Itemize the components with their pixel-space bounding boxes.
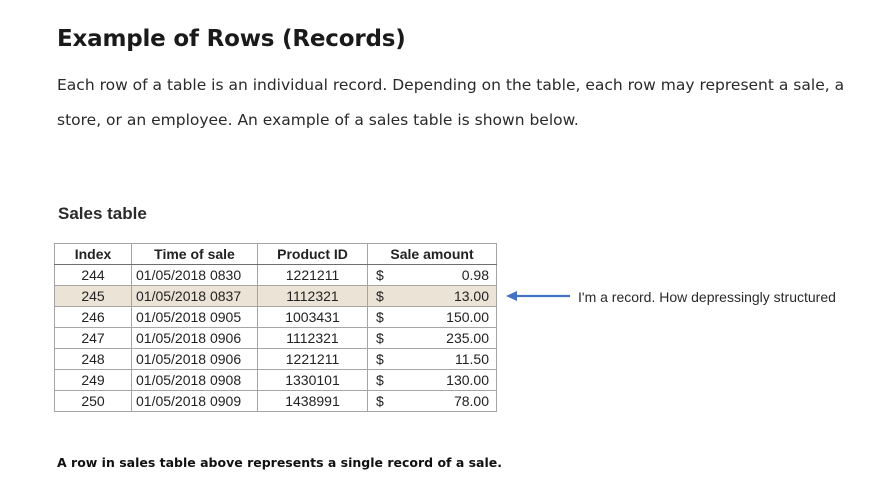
cell-sale-amount: $11.50 bbox=[367, 348, 497, 370]
sale-amount-value: 11.50 bbox=[455, 351, 489, 367]
cell-sale-amount: $0.98 bbox=[367, 264, 497, 286]
currency-symbol: $ bbox=[376, 288, 384, 304]
column-header-time-of-sale: Time of sale bbox=[131, 243, 258, 265]
sale-amount-value: 13.00 bbox=[453, 288, 489, 304]
cell-sale-amount: $13.00 bbox=[367, 285, 497, 307]
cell-index: 247 bbox=[54, 327, 132, 349]
cell-sale-amount: $130.00 bbox=[367, 369, 497, 391]
table-row: 247 01/05/2018 0906 1112321 $235.00 bbox=[54, 327, 497, 349]
table-header-row: Index Time of sale Product ID Sale amoun… bbox=[54, 243, 497, 265]
cell-sale-amount: $150.00 bbox=[367, 306, 497, 328]
column-header-index: Index bbox=[54, 243, 132, 265]
table-row: 246 01/05/2018 0905 1003431 $150.00 bbox=[54, 306, 497, 328]
sales-table-body: 244 01/05/2018 0830 1221211 $0.98 245 01/05/2… bbox=[54, 264, 497, 412]
column-header-sale-amount: Sale amount bbox=[367, 243, 497, 265]
cell-time-of-sale: 01/05/2018 0830 bbox=[131, 264, 258, 286]
table-row: 250 01/05/2018 0909 1438991 $78.00 bbox=[54, 390, 497, 412]
currency-symbol: $ bbox=[376, 351, 384, 367]
cell-product-id: 1221211 bbox=[257, 264, 368, 286]
cell-time-of-sale: 01/05/2018 0909 bbox=[131, 390, 258, 412]
intro-paragraph: Each row of a table is an individual rec… bbox=[57, 76, 845, 129]
cell-product-id: 1112321 bbox=[257, 327, 368, 349]
page-title: Example of Rows (Records) bbox=[57, 26, 406, 52]
cell-time-of-sale: 01/05/2018 0906 bbox=[131, 327, 258, 349]
table-row: 249 01/05/2018 0908 1330101 $130.00 bbox=[54, 369, 497, 391]
cell-index: 246 bbox=[54, 306, 132, 328]
currency-symbol: $ bbox=[376, 393, 384, 409]
sale-amount-value: 235.00 bbox=[446, 330, 489, 346]
arrow-left-icon bbox=[506, 291, 570, 301]
sale-amount-value: 150.00 bbox=[446, 309, 489, 325]
record-annotation: I'm a record. How depressingly structure… bbox=[578, 289, 836, 305]
cell-time-of-sale: 01/05/2018 0906 bbox=[131, 348, 258, 370]
currency-symbol: $ bbox=[376, 330, 384, 346]
cell-index: 244 bbox=[54, 264, 132, 286]
cell-product-id: 1330101 bbox=[257, 369, 368, 391]
table-row: 248 01/05/2018 0906 1221211 $11.50 bbox=[54, 348, 497, 370]
cell-index: 245 bbox=[54, 285, 132, 307]
footnote-caption: A row in sales table above represents a … bbox=[57, 455, 503, 470]
cell-sale-amount: $78.00 bbox=[367, 390, 497, 412]
cell-product-id: 1438991 bbox=[257, 390, 368, 412]
currency-symbol: $ bbox=[376, 309, 384, 325]
sale-amount-value: 78.00 bbox=[453, 393, 489, 409]
cell-product-id: 1112321 bbox=[257, 285, 368, 307]
cell-index: 249 bbox=[54, 369, 132, 391]
table-row: 245 01/05/2018 0837 1112321 $13.00 bbox=[54, 285, 497, 307]
column-header-product-id: Product ID bbox=[257, 243, 368, 265]
sale-amount-value: 130.00 bbox=[446, 372, 489, 388]
sale-amount-value: 0.98 bbox=[461, 267, 489, 283]
cell-product-id: 1003431 bbox=[257, 306, 368, 328]
cell-product-id: 1221211 bbox=[257, 348, 368, 370]
table-caption: Sales table bbox=[58, 204, 147, 223]
cell-index: 248 bbox=[54, 348, 132, 370]
currency-symbol: $ bbox=[376, 372, 384, 388]
cell-time-of-sale: 01/05/2018 0905 bbox=[131, 306, 258, 328]
cell-index: 250 bbox=[54, 390, 132, 412]
sales-table: Index Time of sale Product ID Sale amoun… bbox=[54, 243, 497, 412]
cell-time-of-sale: 01/05/2018 0837 bbox=[131, 285, 258, 307]
currency-symbol: $ bbox=[376, 267, 384, 283]
cell-sale-amount: $235.00 bbox=[367, 327, 497, 349]
cell-time-of-sale: 01/05/2018 0908 bbox=[131, 369, 258, 391]
table-row: 244 01/05/2018 0830 1221211 $0.98 bbox=[54, 264, 497, 286]
